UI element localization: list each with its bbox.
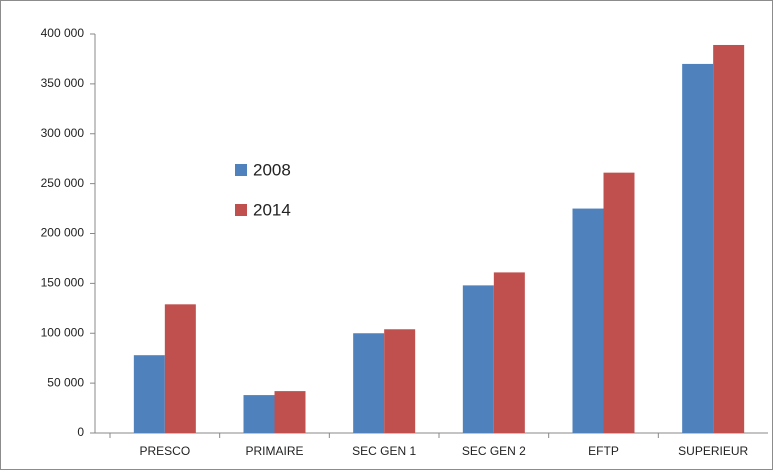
bar xyxy=(384,329,416,433)
bar xyxy=(164,304,196,433)
x-tick-label: SEC GEN 1 xyxy=(352,444,416,458)
y-tick-label: 250 000 xyxy=(41,176,85,190)
bar xyxy=(603,172,635,433)
bar xyxy=(462,285,494,433)
bar xyxy=(133,355,165,433)
x-tick-label: EFTP xyxy=(588,444,619,458)
legend-swatch xyxy=(235,164,247,176)
legend-text: 2008 xyxy=(253,160,291,179)
x-tick-label: PRIMAIRE xyxy=(245,444,303,458)
bar xyxy=(274,391,306,433)
x-tick-label: SEC GEN 2 xyxy=(462,444,526,458)
bar xyxy=(682,63,714,434)
legend-text: 2014 xyxy=(253,200,291,219)
y-tick-label: 200 000 xyxy=(41,226,85,240)
x-tick-label: SUPERIEUR xyxy=(678,444,748,458)
y-tick-label: 350 000 xyxy=(41,76,85,90)
y-tick-label: 150 000 xyxy=(41,276,85,290)
bar xyxy=(353,333,385,433)
y-tick-label: 50 000 xyxy=(47,375,84,389)
y-tick-label: 300 000 xyxy=(41,126,85,140)
y-tick-label: 100 000 xyxy=(41,325,85,339)
bar xyxy=(493,272,525,433)
x-tick-label: PRESCO xyxy=(139,444,190,458)
y-tick-label: 400 000 xyxy=(41,26,85,40)
y-tick-label: 0 xyxy=(77,425,84,439)
bar xyxy=(243,395,275,433)
legend-swatch xyxy=(235,204,247,216)
bar xyxy=(713,44,745,433)
bar xyxy=(572,208,604,433)
